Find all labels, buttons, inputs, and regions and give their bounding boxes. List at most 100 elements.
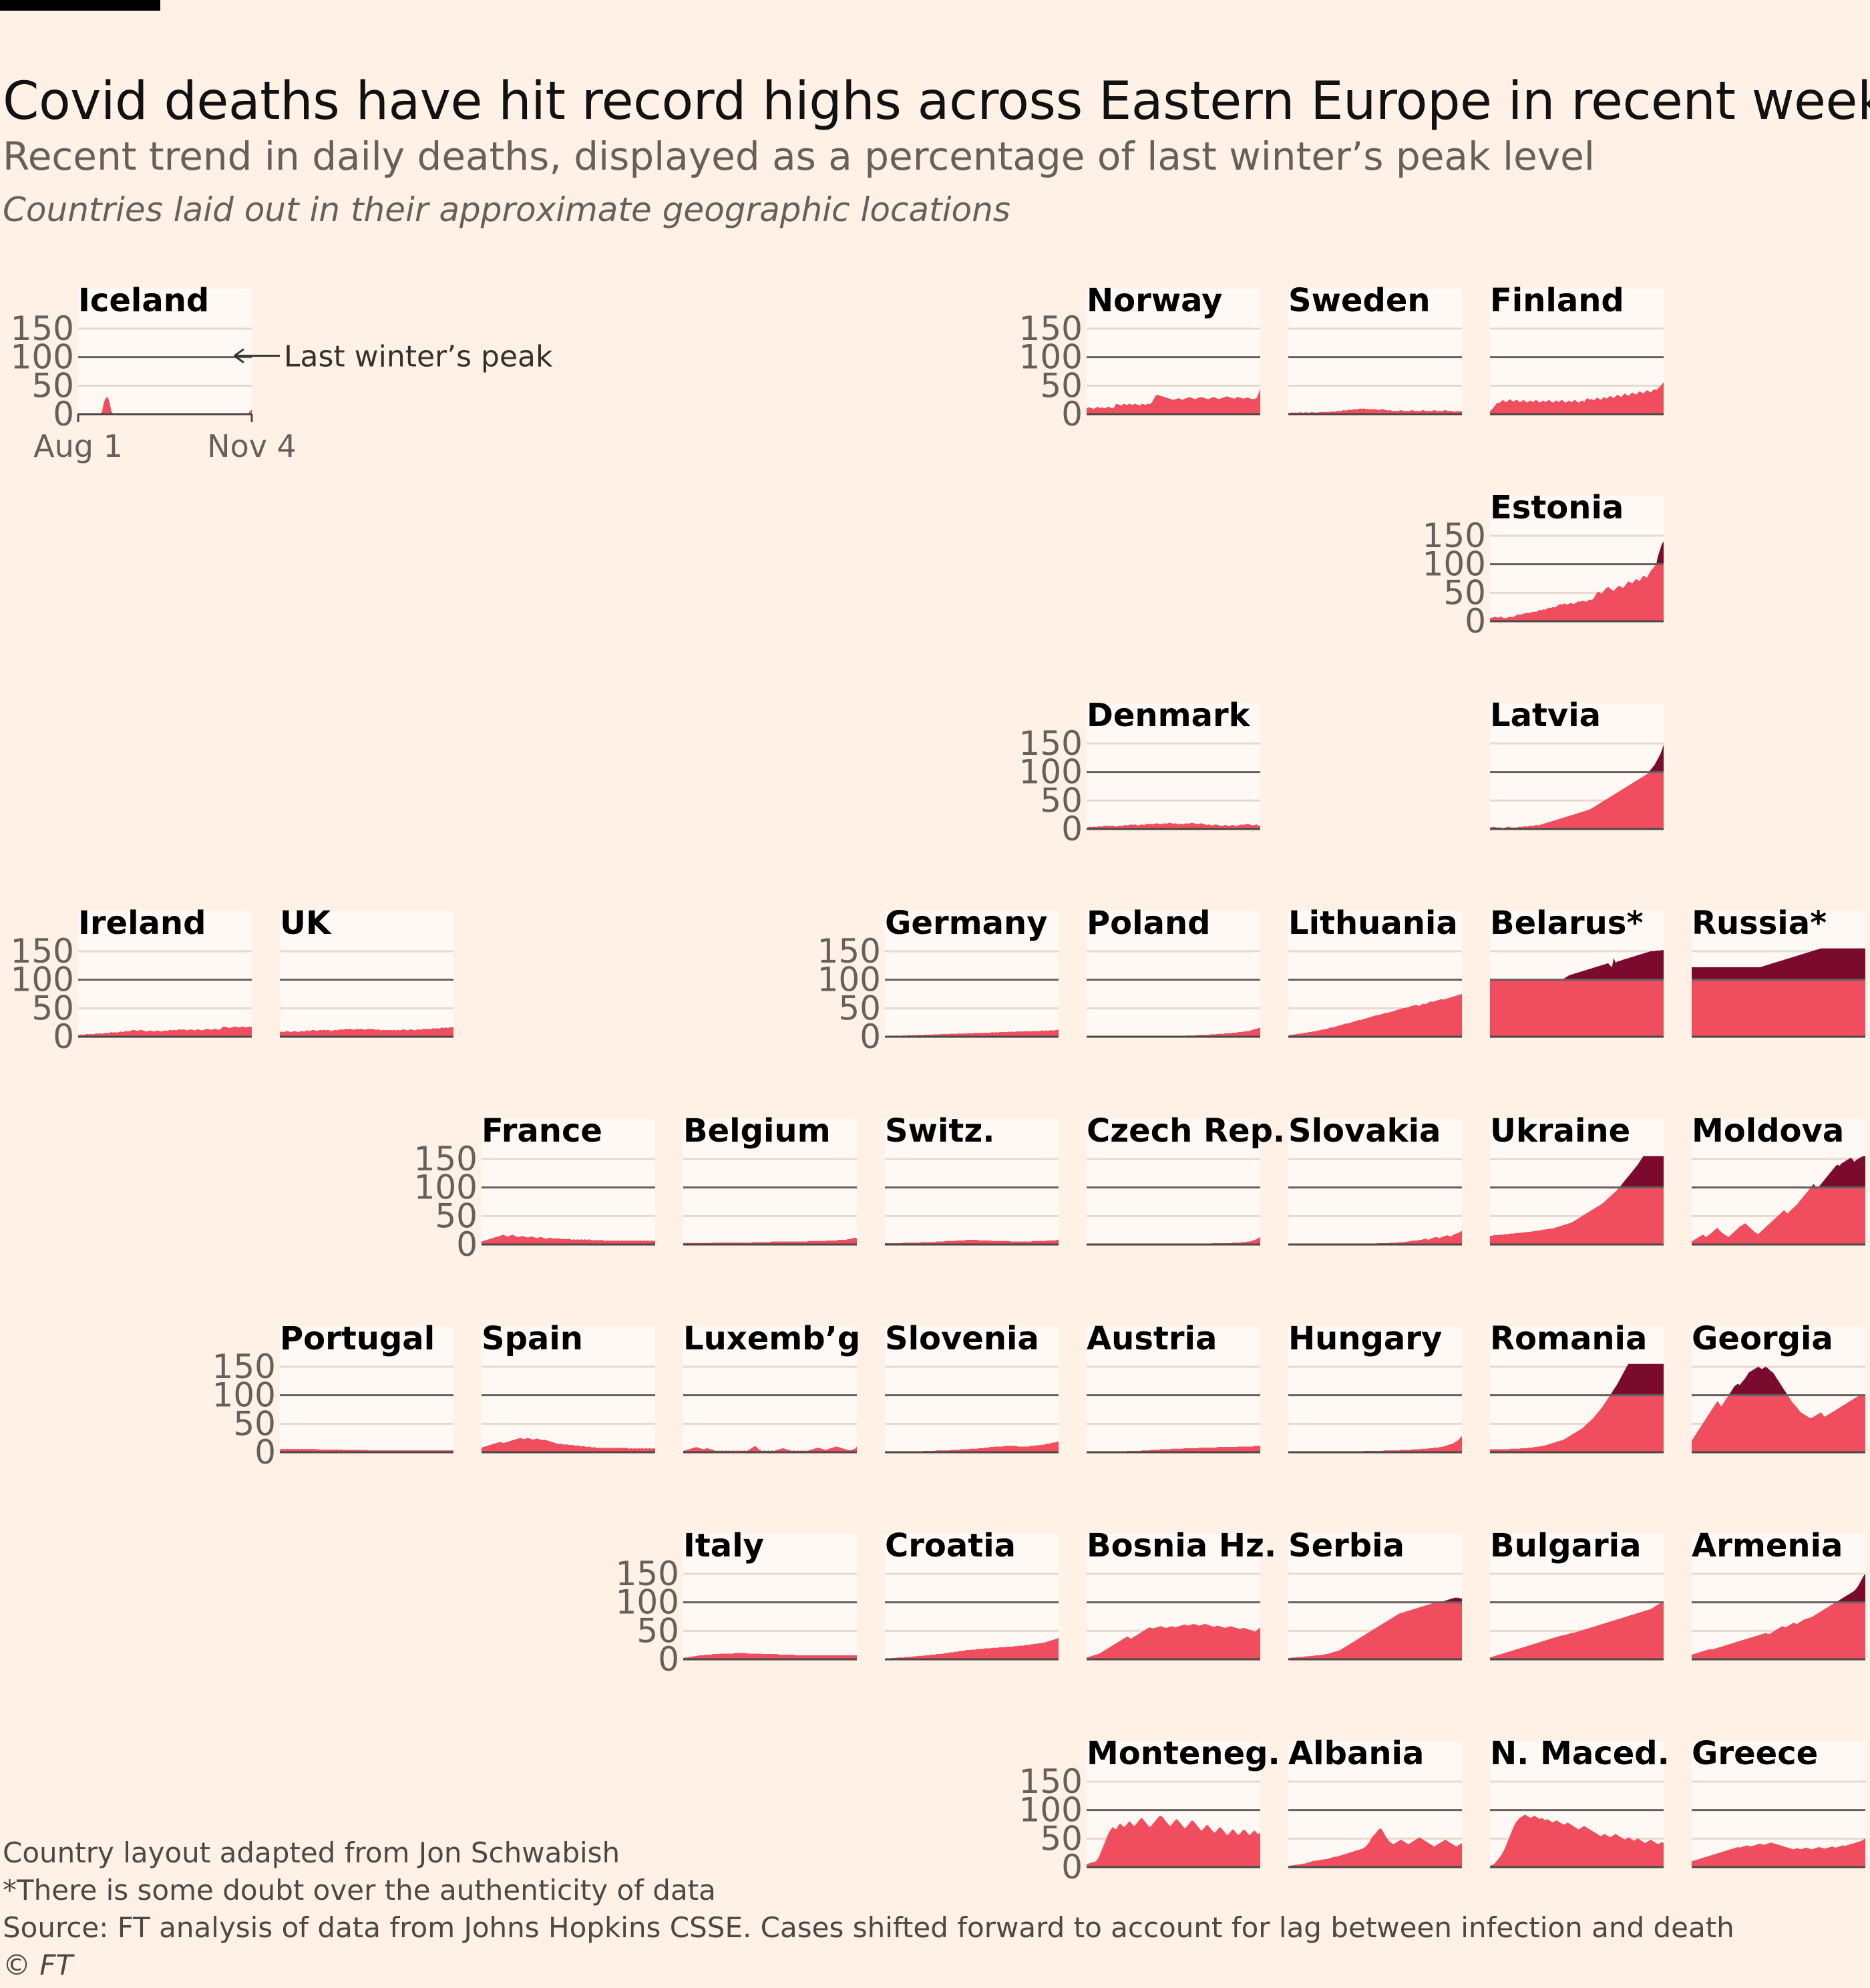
country-label: Armenia	[1692, 1527, 1843, 1564]
y-tick-label: 100	[212, 1376, 276, 1415]
country-label: Bulgaria	[1490, 1527, 1641, 1564]
country-label: Ireland	[78, 904, 206, 942]
area-below-peak	[885, 1441, 1059, 1452]
y-tick-label: 100	[1019, 753, 1083, 792]
panel-background	[885, 1119, 1059, 1245]
y-tick-label: 100	[1423, 545, 1486, 584]
y-tick-label: 0	[860, 1017, 881, 1056]
country-label: Moldova	[1692, 1112, 1844, 1150]
panel-background	[683, 1534, 857, 1659]
panel-background	[1087, 1327, 1260, 1452]
area-below-peak	[1490, 1814, 1664, 1867]
panel-croatia: Croatia	[885, 1527, 1059, 1661]
area-below-peak	[885, 1240, 1059, 1245]
panel-romania: Romania	[1490, 1320, 1664, 1454]
y-tick-label: 150	[11, 309, 74, 348]
area-below-peak	[1692, 1838, 1865, 1867]
chart-subtitle: Recent trend in daily deaths, displayed …	[3, 134, 1595, 179]
country-label: Georgia	[1692, 1320, 1833, 1357]
country-label: Czech Rep.	[1087, 1112, 1285, 1150]
area-below-peak	[1490, 1187, 1664, 1245]
panel-slovenia: Slovenia	[885, 1320, 1059, 1454]
x-tick-label-start: Aug 1	[33, 428, 123, 464]
panel-poland: Poland	[1087, 904, 1260, 1038]
country-label: Finland	[1490, 282, 1624, 319]
y-tick-label: 150	[1019, 724, 1083, 763]
footer-authenticity-note: *There is some doubt over the authentici…	[3, 1874, 716, 1907]
country-label: Albania	[1288, 1735, 1424, 1772]
area-below-peak	[683, 1237, 857, 1245]
country-label: Sweden	[1288, 282, 1431, 319]
area-below-peak	[1288, 994, 1462, 1037]
area-below-peak	[1087, 388, 1260, 414]
country-label: Slovenia	[885, 1320, 1039, 1357]
country-label: Iceland	[78, 282, 209, 319]
y-tick-label: 100	[616, 1583, 679, 1622]
y-tick-label: 50	[1040, 366, 1083, 405]
panel-luxemb-g: Luxemb’g	[683, 1320, 860, 1454]
area-below-peak	[1288, 1602, 1462, 1659]
footer-credit: Country layout adapted from Jon Schwabis…	[3, 1836, 620, 1869]
area-below-peak	[1692, 979, 1865, 1037]
y-tick-label: 50	[31, 989, 74, 1027]
panel-bosnia-hz: Bosnia Hz.	[1087, 1527, 1276, 1661]
panel-uk: UK	[280, 904, 453, 1038]
panel-n-maced: N. Maced.	[1490, 1735, 1670, 1868]
y-tick-label: 150	[1019, 1762, 1083, 1801]
y-tick-label: 0	[53, 1017, 74, 1056]
y-tick-label: 50	[636, 1611, 679, 1650]
area-below-peak	[1490, 772, 1664, 829]
panel-background	[280, 1327, 453, 1452]
panel-georgia: Georgia	[1692, 1320, 1865, 1454]
country-label: Germany	[885, 904, 1048, 942]
panel-background	[683, 1119, 857, 1245]
y-tick-label: 0	[1061, 395, 1083, 434]
y-tick-label: 50	[1443, 573, 1486, 612]
ft-top-bar	[0, 0, 160, 11]
panel-moldova: Moldova	[1692, 1112, 1865, 1246]
y-tick-label: 50	[1040, 781, 1083, 820]
panel-belarus: Belarus*	[1490, 904, 1664, 1038]
area-below-peak	[1087, 1816, 1260, 1867]
panel-lithuania: Lithuania	[1288, 904, 1462, 1038]
area-below-peak	[1288, 1230, 1462, 1245]
x-tick-label-end: Nov 4	[207, 428, 297, 464]
panel-spain: Spain	[482, 1320, 655, 1454]
country-label: Monteneg.	[1087, 1735, 1280, 1772]
panel-background	[280, 911, 453, 1037]
area-below-peak	[482, 1234, 655, 1245]
panel-background	[1288, 1327, 1462, 1452]
country-label: Luxemb’g	[683, 1320, 860, 1357]
country-label: Norway	[1087, 282, 1222, 319]
area-below-peak	[1490, 564, 1664, 621]
country-label: Lithuania	[1288, 904, 1458, 942]
country-label: Denmark	[1087, 697, 1251, 734]
panel-belgium: Belgium	[683, 1112, 857, 1246]
area-below-peak	[683, 1653, 857, 1659]
y-tick-label: 150	[11, 932, 74, 971]
area-below-peak	[1087, 1027, 1260, 1037]
y-tick-label: 0	[254, 1433, 276, 1472]
panel-background	[1087, 911, 1260, 1037]
panel-background	[482, 1119, 655, 1245]
y-tick-label: 150	[1019, 309, 1083, 348]
country-label: Slovakia	[1288, 1112, 1441, 1150]
country-label: Serbia	[1288, 1527, 1405, 1564]
y-tick-label: 100	[1019, 338, 1083, 377]
panel-russia: Russia*	[1692, 904, 1865, 1038]
y-tick-label: 0	[658, 1640, 679, 1679]
area-below-peak	[885, 1637, 1059, 1659]
panel-background	[1087, 1119, 1260, 1245]
panel-background	[1087, 289, 1260, 414]
y-tick-label: 100	[414, 1168, 478, 1207]
country-label: Russia*	[1692, 904, 1827, 942]
country-label: Estonia	[1490, 489, 1624, 526]
y-tick-label: 100	[817, 961, 881, 999]
area-below-peak	[1692, 1602, 1865, 1659]
country-label: Ukraine	[1490, 1112, 1630, 1150]
